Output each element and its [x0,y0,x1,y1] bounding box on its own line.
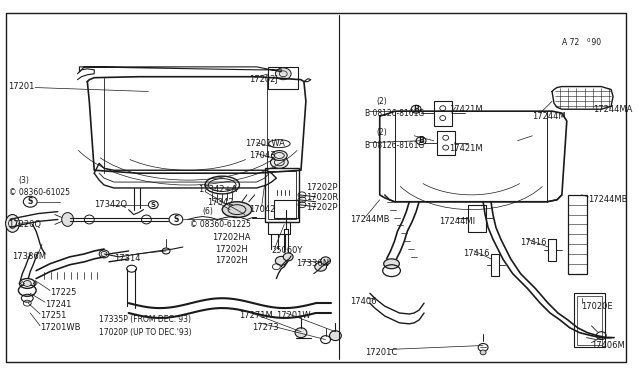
Ellipse shape [275,256,287,265]
Ellipse shape [383,259,399,269]
Text: 17421M: 17421M [449,105,483,114]
Text: 17241: 17241 [45,299,72,309]
Text: 17386M: 17386M [13,252,47,262]
Text: (3): (3) [19,176,29,185]
Text: 17201: 17201 [8,82,35,91]
Text: 17201W: 17201W [276,311,311,320]
Ellipse shape [6,215,19,232]
Text: 17342: 17342 [207,198,234,207]
Text: 17335P (FROM DEC.'93): 17335P (FROM DEC.'93) [99,315,191,324]
Text: 17314: 17314 [114,254,140,263]
Bar [269,67,298,89]
Text: (2): (2) [377,97,388,106]
Ellipse shape [222,202,252,218]
Text: 17201WA: 17201WA [245,139,285,148]
Bar [437,131,454,155]
Text: 17202H: 17202H [215,244,248,253]
Text: © 08360-61025: © 08360-61025 [8,188,70,198]
Bar [568,195,588,274]
Text: 17042: 17042 [249,205,275,214]
Bar [268,171,296,219]
Bar [573,293,605,347]
Bar [491,254,499,276]
Text: 17202H: 17202H [215,256,248,265]
Text: (6): (6) [202,207,213,216]
Text: 17273: 17273 [252,323,278,332]
Text: 17020P (UP TO DEC.'93): 17020P (UP TO DEC.'93) [99,328,192,337]
Text: 17342Q: 17342Q [94,200,127,209]
Bar [468,205,486,232]
Ellipse shape [271,151,287,160]
Text: S: S [28,197,33,206]
Text: 17201WB: 17201WB [40,323,81,332]
Text: 90: 90 [589,38,602,47]
Text: 17416: 17416 [463,250,490,259]
Text: 17202J: 17202J [249,75,278,84]
Text: 17244MB: 17244MB [588,195,628,204]
Text: 17202HA: 17202HA [212,233,251,242]
Text: 17406M: 17406M [591,341,625,350]
Ellipse shape [61,212,74,227]
Ellipse shape [295,328,307,338]
Text: 17342+A: 17342+A [198,185,237,195]
Text: B: B [413,105,419,114]
Text: 17220Q: 17220Q [8,220,42,229]
Text: (2): (2) [377,128,388,137]
Bar [264,168,299,222]
Text: A 72: A 72 [562,38,579,47]
Bar [275,200,298,218]
Ellipse shape [321,257,330,265]
Ellipse shape [330,331,341,341]
Text: © 08360-61225: © 08360-61225 [189,220,251,229]
Text: 17202P: 17202P [306,203,337,212]
Text: 17406: 17406 [350,297,377,306]
Text: 17336N: 17336N [296,259,329,268]
Text: 17244MB: 17244MB [350,215,390,224]
Text: S: S [173,215,179,224]
Text: 17251: 17251 [40,311,67,320]
Text: 17043: 17043 [249,151,275,160]
Text: 17244MA: 17244MA [593,105,633,114]
Ellipse shape [284,253,293,261]
Text: B: B [418,136,424,145]
Bar [548,239,556,261]
Text: 17416: 17416 [520,238,547,247]
Text: 25060Y: 25060Y [271,247,303,256]
Text: B 08126-8161G: B 08126-8161G [365,109,424,118]
Text: S: S [151,202,156,208]
Ellipse shape [23,280,31,286]
Ellipse shape [480,350,486,355]
Bar [269,222,290,234]
Text: 17421M: 17421M [449,144,483,153]
Ellipse shape [275,68,291,80]
Text: 17020R: 17020R [306,193,338,202]
Bar [434,101,452,126]
Text: 0: 0 [586,38,590,43]
Text: 17244MI: 17244MI [439,217,475,226]
Text: B 08126-8161G: B 08126-8161G [365,141,424,150]
Text: 17271M: 17271M [239,311,273,320]
Bar [577,296,602,344]
Text: 17244M: 17244M [532,112,566,121]
Text: 17202P: 17202P [306,183,337,192]
Text: 17020E: 17020E [582,302,613,311]
Ellipse shape [315,262,326,271]
Text: 17225: 17225 [50,288,76,297]
Ellipse shape [271,157,288,168]
Text: 17201C: 17201C [365,348,397,357]
